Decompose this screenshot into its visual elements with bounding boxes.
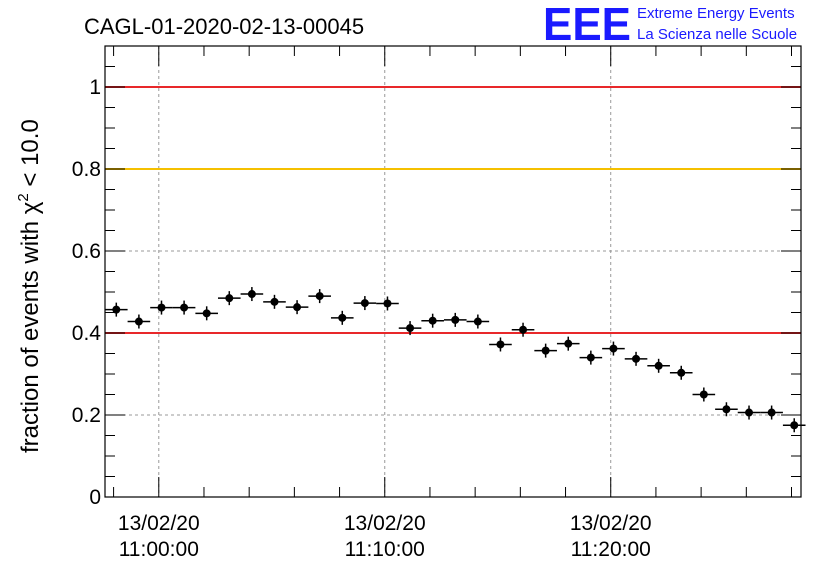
data-point: [737, 405, 761, 420]
eee-logo: EEE Extreme Energy Events La Scienza nel…: [543, 0, 797, 50]
data-points: [105, 287, 806, 433]
data-point: [602, 341, 625, 356]
y-axis-label-sup: 2: [15, 193, 32, 201]
data-point: [692, 387, 716, 402]
x-tick-label-time: 11:10:00: [345, 538, 425, 561]
marker: [632, 354, 641, 363]
marker: [360, 299, 369, 308]
y-tick-label: 1: [89, 76, 101, 99]
data-point: [353, 296, 377, 311]
marker: [293, 303, 302, 312]
logo-line-2: La Scienza nelle Scuole: [637, 26, 797, 43]
data-point: [127, 314, 151, 329]
data-point: [217, 291, 241, 306]
data-point: [330, 310, 354, 325]
plot-frame: [104, 45, 802, 498]
marker: [247, 290, 256, 299]
data-point: [105, 302, 128, 317]
grid-lines: [105, 46, 801, 497]
data-point: [534, 343, 557, 358]
marker: [496, 340, 505, 349]
y-tick-label: 0.6: [72, 240, 101, 263]
marker: [383, 299, 392, 308]
marker: [677, 368, 686, 377]
y-axis-label-tail: < 10.0: [17, 119, 44, 193]
marker: [180, 303, 189, 312]
logo-line-1: Extreme Energy Events: [637, 5, 795, 22]
data-point: [489, 337, 512, 352]
marker: [451, 315, 460, 324]
y-tick-labels: 0 0.2 0.4 0.6 0.8 1: [72, 76, 102, 509]
data-point: [376, 296, 399, 311]
data-point: [647, 358, 670, 373]
data-point: [443, 312, 467, 327]
marker: [699, 390, 708, 399]
x-tick-label-time: 11:00:00: [119, 538, 199, 561]
x-tick-label-date: 13/02/20: [570, 512, 652, 535]
marker: [541, 346, 550, 355]
marker: [767, 408, 776, 417]
marker: [406, 324, 415, 333]
data-point: [556, 336, 580, 351]
marker: [428, 316, 437, 325]
x-tick-labels: 13/02/20 11:00:00 13/02/20 11:10:00 13/02/20…: [118, 512, 652, 561]
marker: [202, 309, 211, 318]
marker: [134, 317, 143, 326]
data-point: [150, 300, 173, 315]
marker: [338, 313, 347, 322]
y-axis-label-main: fraction of events with χ: [17, 201, 44, 453]
marker: [745, 408, 754, 417]
x-tick-label-date: 13/02/20: [344, 512, 426, 535]
marker: [473, 317, 482, 326]
marker: [270, 297, 279, 306]
marker: [157, 303, 166, 312]
y-tick-label: 0.2: [72, 404, 101, 427]
eee-logo-text: EEE: [543, 0, 631, 50]
data-point: [466, 314, 490, 329]
marker: [112, 305, 121, 314]
data-point: [624, 351, 648, 366]
y-tick-label: 0.8: [72, 158, 101, 181]
data-point: [579, 350, 603, 365]
data-point: [263, 294, 286, 309]
data-point: [511, 322, 535, 337]
marker: [315, 292, 324, 301]
chart-title: CAGL-01-2020-02-13-00045: [84, 14, 364, 39]
marker: [790, 421, 799, 430]
marker: [225, 294, 234, 303]
data-point: [172, 300, 196, 315]
marker: [609, 344, 618, 353]
data-point: [715, 402, 738, 417]
y-tick-label: 0.4: [72, 322, 102, 345]
marker: [586, 353, 595, 362]
marker: [564, 339, 573, 348]
data-point: [285, 300, 309, 315]
y-tick-label: 0: [89, 486, 101, 509]
marker: [654, 361, 663, 370]
y-axis-label: fraction of events with χ2 < 10.0: [15, 119, 44, 453]
data-point: [308, 289, 331, 304]
data-point: [782, 418, 806, 433]
data-point: [421, 313, 444, 328]
data-point: [760, 405, 783, 420]
x-tick-label-time: 11:20:00: [571, 538, 651, 561]
marker: [722, 405, 731, 414]
data-point: [195, 306, 218, 321]
marker: [519, 325, 528, 334]
reference-lines: [105, 86, 801, 334]
axis-ticks: [105, 45, 801, 498]
x-tick-label-date: 13/02/20: [118, 512, 200, 535]
data-point: [398, 321, 422, 336]
data-point: [240, 287, 264, 302]
data-point: [669, 365, 693, 380]
